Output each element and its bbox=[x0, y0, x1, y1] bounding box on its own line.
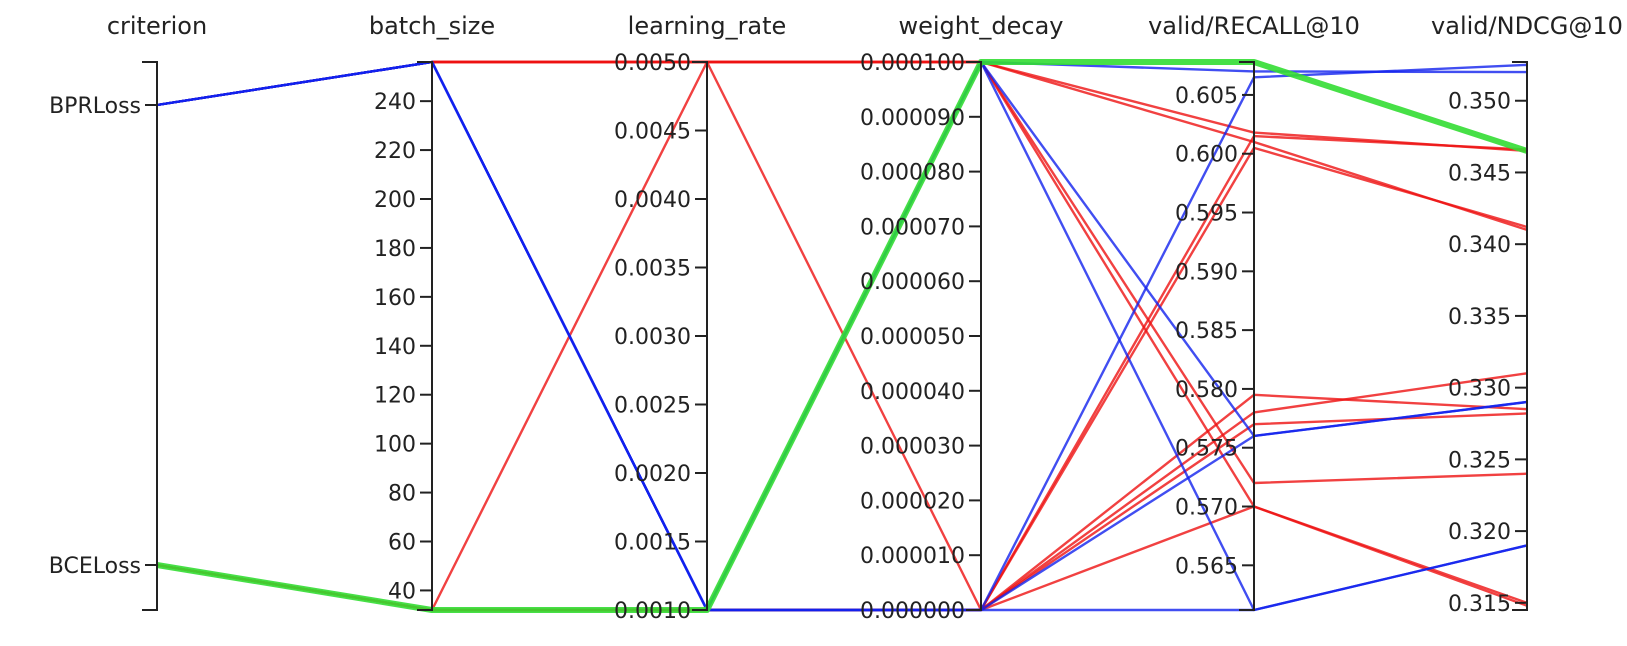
axis-2: learning_rate 0.0010 0.0015 0.0020 0.0025 0.0… bbox=[614, 12, 786, 624]
tick-label: 0.000100 bbox=[860, 51, 965, 76]
run-lines bbox=[156, 59, 1528, 613]
tick-label: 240 bbox=[374, 90, 416, 115]
axis-title: criterion bbox=[107, 12, 207, 40]
tick-label: 0.340 bbox=[1448, 233, 1511, 258]
run-line-4[interactable] bbox=[156, 146, 1528, 612]
tick-label: 0.000080 bbox=[860, 161, 965, 186]
tick-label: 0.345 bbox=[1448, 161, 1511, 186]
axis-0: criterion BPRLoss BCELoss bbox=[49, 12, 207, 611]
tick-label: 0.0030 bbox=[614, 325, 691, 350]
axis-4: valid/RECALL@10 0.565 0.570 0.575 0.580 0.585… bbox=[1148, 12, 1360, 611]
tick-label: 0.000020 bbox=[860, 489, 965, 514]
axis-1: batch_size 40 60 80 100 120 140 160 180 200 220 240 bbox=[369, 12, 495, 611]
tick-label: 0.320 bbox=[1448, 520, 1511, 545]
axis-line bbox=[1512, 61, 1528, 611]
tick-label: 140 bbox=[374, 335, 416, 360]
tick-label: 0.570 bbox=[1175, 496, 1238, 521]
tick-label: 0.0045 bbox=[614, 120, 691, 145]
tick-label: 0.000030 bbox=[860, 435, 965, 460]
run-line-5[interactable] bbox=[156, 134, 1528, 612]
axes: criterion BPRLoss BCELoss batch_size 40 60 80 1… bbox=[49, 12, 1623, 624]
tick-label: 0.590 bbox=[1175, 260, 1238, 285]
tick-label: 0.0035 bbox=[614, 257, 691, 282]
axis-title: weight_decay bbox=[898, 12, 1063, 40]
axis-5: valid/NDCG@10 0.315 0.320 0.325 0.330 0.335 0.… bbox=[1431, 12, 1623, 617]
tick-label: 0.000090 bbox=[860, 106, 965, 131]
tick-label: 220 bbox=[374, 139, 416, 164]
tick-label: 0.0050 bbox=[614, 51, 691, 76]
tick-label: 0.335 bbox=[1448, 305, 1511, 330]
tick-label: 0.585 bbox=[1175, 319, 1238, 344]
tick-label: 0.000040 bbox=[860, 380, 965, 405]
tick-label: 100 bbox=[374, 433, 416, 458]
tick-label: 0.0020 bbox=[614, 462, 691, 487]
tick-label: 60 bbox=[388, 531, 416, 556]
tick-label: 0.0040 bbox=[614, 188, 691, 213]
tick-label: 200 bbox=[374, 188, 416, 213]
axis-line bbox=[142, 61, 158, 611]
tick-label: 0.575 bbox=[1175, 437, 1238, 462]
tick-label: 180 bbox=[374, 237, 416, 262]
axis-title: learning_rate bbox=[628, 12, 787, 40]
axis-3: weight_decay 0.000000 0.000010 0.000020 0.00… bbox=[860, 12, 1064, 624]
tick-label: 0.000070 bbox=[860, 215, 965, 240]
tick-label: BPRLoss bbox=[49, 94, 141, 119]
tick-label: 0.330 bbox=[1448, 377, 1511, 402]
tick-label: 0.000050 bbox=[860, 325, 965, 350]
tick-label: 0.0010 bbox=[614, 599, 691, 624]
run-line-2[interactable] bbox=[156, 60, 1528, 485]
tick-label: BCELoss bbox=[49, 554, 141, 579]
axis-title: valid/NDCG@10 bbox=[1431, 12, 1623, 40]
tick-label: 0.325 bbox=[1448, 448, 1511, 473]
tick-label: 0.595 bbox=[1175, 202, 1238, 227]
tick-label: 0.000010 bbox=[860, 544, 965, 569]
tick-label: 0.565 bbox=[1175, 554, 1238, 579]
run-line-16[interactable] bbox=[156, 59, 1528, 613]
tick-label: 0.600 bbox=[1175, 143, 1238, 168]
tick-label: 0.000060 bbox=[860, 270, 965, 295]
tick-label: 0.580 bbox=[1175, 378, 1238, 403]
tick-label: 0.0015 bbox=[614, 531, 691, 556]
tick-label: 160 bbox=[374, 286, 416, 311]
tick-label: 0.605 bbox=[1175, 84, 1238, 109]
run-line-7[interactable] bbox=[156, 372, 1528, 612]
tick-label: 0.000000 bbox=[860, 599, 965, 624]
axis-title: valid/RECALL@10 bbox=[1148, 12, 1360, 40]
tick-label: 120 bbox=[374, 384, 416, 409]
tick-label: 40 bbox=[388, 579, 416, 604]
axis-line bbox=[417, 61, 433, 611]
tick-label: 0.315 bbox=[1448, 592, 1511, 617]
axis-title: batch_size bbox=[369, 12, 495, 40]
axis-line bbox=[1239, 61, 1255, 611]
tick-label: 0.0025 bbox=[614, 394, 691, 419]
tick-label: 0.350 bbox=[1448, 90, 1511, 115]
tick-label: 80 bbox=[388, 482, 416, 507]
run-line-0[interactable] bbox=[156, 60, 1528, 231]
